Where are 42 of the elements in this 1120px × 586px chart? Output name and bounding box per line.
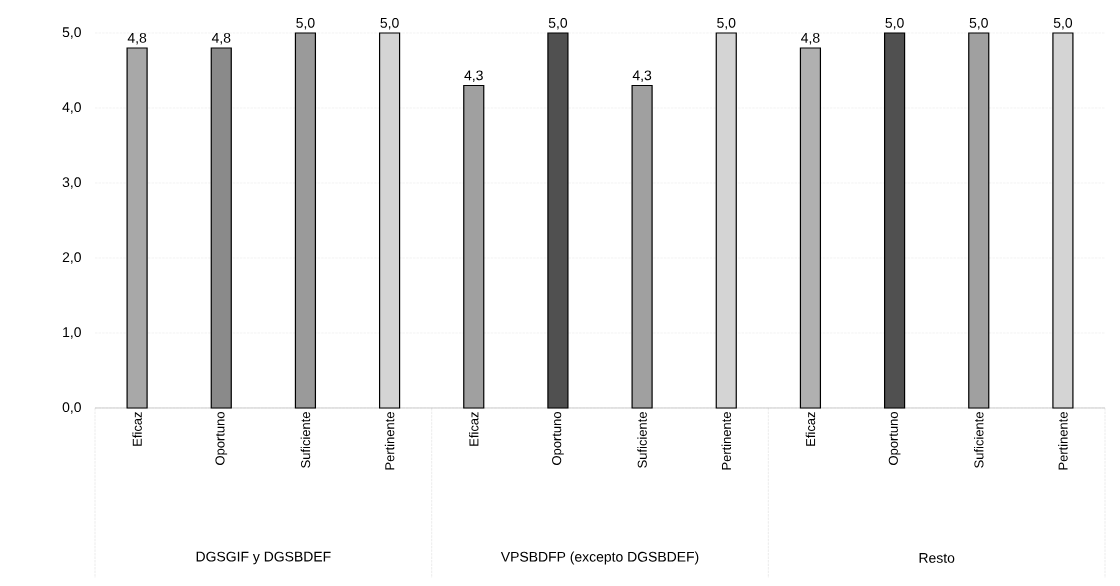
y-tick-label: 5,0 [62, 27, 81, 39]
bar [294, 32, 317, 409]
data-label: 5,0 [296, 17, 315, 30]
x-tick-label: Pertinente [1058, 412, 1068, 470]
x-tick-label: Oportuno [552, 412, 564, 465]
data-label: 4,3 [464, 70, 483, 82]
x-tick-label: Suficiente [637, 412, 647, 468]
x-tick-label: Oportuno [888, 412, 901, 465]
x-tick-label: Pertinente [721, 412, 732, 470]
x-tick-label: Suficiente [300, 412, 311, 468]
data-label: 4,3 [632, 70, 652, 82]
bar [547, 32, 569, 409]
text: Resto [919, 553, 955, 563]
x-tick-label: Suficiente [974, 412, 984, 468]
bar [463, 84, 485, 409]
bar [1052, 32, 1074, 409]
x-tick-label: Eficaz [132, 412, 142, 446]
x-tick-label: Eficaz [805, 412, 816, 446]
data-label: 4,8 [211, 32, 231, 45]
bar [883, 32, 906, 409]
y-tick-label: 3,0 [62, 177, 81, 189]
data-label: 4,8 [801, 32, 820, 45]
text: VPSBDFP (excepto DGSBDEF) [500, 551, 699, 565]
data-label: 4,8 [127, 32, 147, 45]
y-tick-label: 0,0 [62, 402, 81, 414]
bar [378, 32, 401, 409]
data-label: 5,0 [969, 17, 988, 30]
data-label: 5,0 [548, 17, 568, 30]
data-label: 5,0 [885, 17, 904, 30]
data-label: 5,0 [717, 17, 736, 30]
bar [715, 32, 737, 409]
x-tick-label: Oportuno [215, 412, 228, 465]
bar [631, 84, 653, 409]
text: DGSGIF y DGSBDEF [196, 551, 331, 565]
x-tick-label: Eficaz [469, 412, 479, 446]
data-label: 5,0 [1053, 17, 1073, 30]
y-tick-label: 4,0 [62, 102, 81, 114]
bar [968, 32, 990, 409]
y-tick-label: 1,0 [63, 327, 81, 339]
y-tick-label: 2,0 [62, 252, 81, 264]
x-tick-label: Pertinente [384, 412, 395, 470]
data-label: 5,0 [380, 17, 399, 30]
